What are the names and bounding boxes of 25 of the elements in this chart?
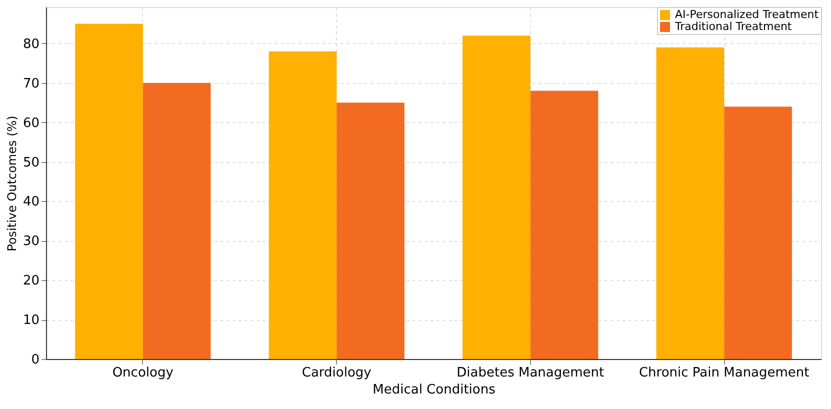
bar	[268, 51, 337, 359]
x-tick-label: Cardiology	[302, 366, 372, 380]
y-tick-label: 10	[22, 313, 40, 328]
legend-label: AI-Personalized Treatment	[675, 8, 820, 21]
bar	[336, 102, 404, 359]
x-axis-title: Medical Conditions	[372, 382, 496, 398]
y-axis-title: Positive Outcomes (%)	[4, 116, 19, 252]
bar	[142, 82, 211, 359]
y-tick-label: 40	[22, 194, 40, 210]
bar	[724, 106, 792, 359]
bar	[656, 47, 724, 359]
bar	[75, 24, 143, 359]
legend-label: Traditional Treatment	[674, 20, 792, 33]
y-tick-label: 60	[22, 116, 40, 131]
y-tick-label: 30	[22, 234, 40, 250]
y-tick-label: 70	[22, 76, 40, 92]
x-tick-label: Chronic Pain Management	[638, 366, 810, 380]
y-tick-label: 0	[31, 352, 40, 368]
y-tick-label: 20	[22, 274, 40, 289]
bar	[462, 36, 530, 359]
y-tick-label: 50	[22, 155, 40, 170]
bar	[530, 90, 598, 359]
x-tick-label: Oncology	[112, 366, 174, 380]
y-tick-label: 80	[22, 36, 40, 52]
x-tick-label: Diabetes Management	[456, 366, 604, 380]
